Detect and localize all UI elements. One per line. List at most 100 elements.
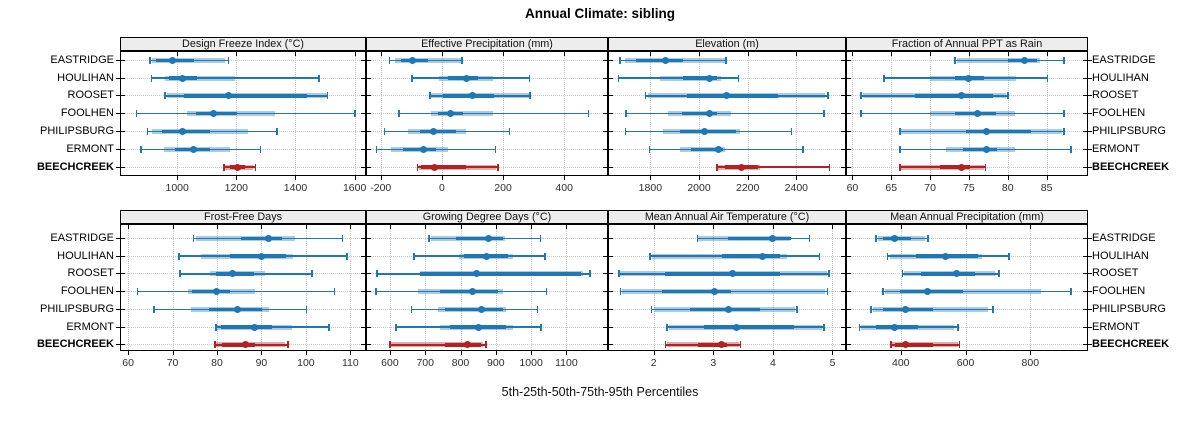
axis-tick-top	[772, 225, 774, 229]
median-dot	[923, 288, 931, 296]
axis-tick-bottom	[891, 176, 893, 180]
row-tick-outer	[116, 148, 120, 150]
iqr-segment-25-75	[698, 343, 727, 347]
tick-gridline	[389, 225, 391, 350]
row-tick-left	[367, 130, 371, 132]
median-dot	[482, 252, 490, 260]
row-tick-right	[603, 130, 607, 132]
tick-gridline	[1030, 225, 1032, 350]
row-tick-left	[847, 344, 851, 346]
tick-label: 1400	[283, 182, 308, 194]
iqr-segment-25-75	[940, 165, 970, 169]
whisker-cap-5th	[650, 305, 653, 313]
row-tick-left	[121, 291, 125, 293]
tick-label: 400	[555, 182, 573, 194]
whisker-cap-95th	[259, 145, 262, 153]
median-dot	[234, 163, 242, 171]
whisker-cap-5th	[375, 145, 378, 153]
whisker-5-95	[398, 112, 589, 115]
row-tick-right	[841, 166, 845, 168]
tick-gridline	[172, 225, 174, 350]
axis-tick-bottom	[699, 176, 701, 180]
median-dot	[178, 127, 186, 135]
row-tick-outer	[1088, 148, 1092, 150]
site-label-right-foolhen: FOOLHEN	[1092, 107, 1146, 120]
tick-gridline	[566, 225, 568, 350]
iqr-segment-25-75	[444, 343, 482, 347]
axis-tick-top	[441, 52, 443, 56]
tick-label: 60	[122, 357, 134, 369]
iqr-segment-25-75	[221, 325, 273, 329]
row-tick-left	[847, 326, 851, 328]
whisker-cap-95th	[790, 127, 793, 135]
whisker-cap-95th	[529, 92, 531, 100]
whisker-cap-95th	[808, 234, 811, 242]
whisker-cap-5th	[860, 92, 862, 100]
row-tick-right	[1083, 237, 1087, 239]
whisker-cap-5th	[886, 252, 889, 260]
whisker-5-95	[136, 112, 355, 115]
median-dot	[733, 323, 741, 331]
whisker-5-95	[151, 77, 319, 79]
site-label-left-beechcreek: BEECHCREEK	[36, 160, 114, 173]
row-tick-left	[847, 148, 851, 150]
whisker-cap-95th	[823, 110, 825, 118]
median-dot	[257, 252, 265, 260]
axis-tick-bottom	[236, 176, 238, 180]
site-label-right-foolhen: FOOLHEN	[1092, 285, 1146, 298]
axis-tick-bottom	[425, 351, 427, 355]
whisker-cap-5th	[389, 341, 391, 349]
whisker-cap-95th	[796, 305, 798, 313]
axis-tick-bottom	[566, 351, 568, 355]
whisker-5-95	[716, 166, 830, 168]
iqr-segment-25-75	[722, 254, 781, 258]
axis-tick-top	[261, 225, 263, 229]
site-label-right-eastridge: EASTRIDGE	[1092, 231, 1156, 244]
tick-label: 600	[956, 357, 975, 369]
row-tick-left	[609, 273, 613, 275]
row-tick-right	[1083, 344, 1087, 346]
axis-tick-top	[832, 225, 834, 229]
row-tick-left	[367, 95, 371, 97]
median-dot	[210, 110, 218, 118]
site-label-left-foolhen: FOOLHEN	[60, 285, 114, 298]
axis-tick-top	[852, 52, 854, 56]
whisker-5-95	[882, 290, 1071, 293]
tick-label: 2000	[687, 182, 711, 194]
axis-tick-top	[968, 52, 970, 56]
whisker-cap-95th	[276, 127, 278, 135]
tick-label: -200	[370, 182, 392, 194]
row-tick-right	[841, 77, 845, 79]
row-tick-outer	[1088, 77, 1092, 79]
row-tick-outer	[116, 77, 120, 79]
median-dot	[902, 305, 910, 313]
whisker-cap-95th	[227, 56, 230, 64]
median-dot	[723, 92, 730, 100]
axis-tick-top	[172, 225, 174, 229]
tick-label: 600	[381, 357, 399, 369]
whisker-cap-95th	[998, 270, 1000, 278]
row-tick-outer	[116, 59, 120, 61]
axis-tick-top	[380, 52, 382, 56]
axis-tick-top	[217, 225, 218, 229]
panel-inner	[367, 52, 607, 175]
iqr-segment-25-75	[183, 94, 307, 98]
iqr-segment-25-75	[162, 129, 211, 134]
tick-gridline	[852, 52, 854, 175]
row-tick-left	[367, 326, 371, 328]
row-tick-right	[841, 95, 845, 97]
row-tick-left	[847, 273, 851, 275]
row-tick-right	[603, 77, 607, 79]
axis-tick-bottom	[172, 351, 174, 355]
whisker-cap-95th	[461, 56, 463, 64]
tick-label: 80	[1001, 182, 1014, 194]
row-tick-right	[1083, 59, 1087, 61]
panel-strip: Elevation (m)	[608, 37, 846, 51]
row-tick-right	[1083, 308, 1087, 310]
panel-effective-precipitation-mm	[366, 51, 608, 176]
axis-tick-top	[653, 225, 655, 229]
row-tick-left	[609, 113, 613, 115]
row-tick-outer	[1088, 166, 1092, 168]
row-tick-right	[603, 237, 607, 239]
row-tick-outer	[1088, 255, 1092, 257]
